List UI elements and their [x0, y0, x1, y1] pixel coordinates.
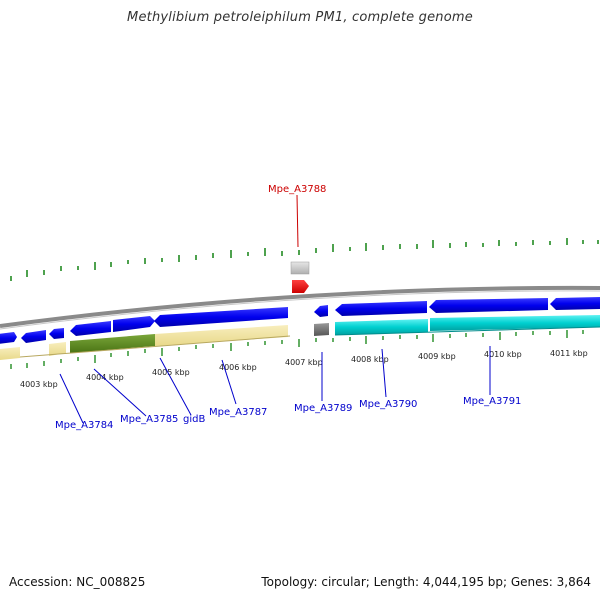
gene-arrow[interactable] — [21, 330, 46, 343]
scale-label: 4006 kbp — [219, 363, 257, 372]
scale-label: 4011 kbp — [550, 349, 588, 358]
gene-arrow[interactable] — [113, 316, 155, 332]
gene-arrow[interactable] — [429, 298, 548, 313]
rna-feature[interactable] — [430, 315, 600, 331]
gidb-feature[interactable] — [70, 334, 155, 353]
gene-label[interactable]: Mpe_A3791 — [463, 396, 521, 407]
gray-feature[interactable] — [314, 323, 329, 336]
scale-label: 4007 kbp — [285, 358, 323, 367]
gene-arrow[interactable] — [70, 321, 111, 336]
rna-feature[interactable] — [335, 319, 428, 335]
scale-label: 4010 kbp — [484, 350, 522, 359]
gene-arrow[interactable] — [0, 332, 17, 344]
gene-label[interactable]: gidB — [183, 414, 205, 425]
gc-skew-ticks — [10, 238, 599, 281]
gene-label[interactable]: Mpe_A3784 — [55, 420, 113, 431]
scale-labels: 4003 kbp 4004 kbp 4005 kbp 4006 kbp 4007… — [20, 349, 588, 389]
gene-arrow[interactable] — [154, 307, 288, 327]
label-leaders — [59, 194, 491, 424]
gene-label[interactable]: Mpe_A3790 — [359, 399, 417, 410]
page-title: Methylibium petroleiphilum PM1, complete… — [127, 10, 473, 25]
highlight-gene-shadow — [290, 261, 310, 275]
gene-arrow[interactable] — [49, 328, 64, 339]
scale-label: 4009 kbp — [418, 352, 456, 361]
genome-summary-text: Topology: circular; Length: 4,044,195 bp… — [261, 575, 591, 589]
scale-label: 4004 kbp — [86, 373, 124, 382]
gene-arrow[interactable] — [314, 305, 328, 317]
forward-strand-genes — [0, 297, 600, 344]
gene-label[interactable]: Mpe_A3787 — [209, 407, 267, 418]
gene-label-highlighted[interactable]: Mpe_A3788 — [268, 184, 326, 195]
gene-arrow[interactable] — [550, 297, 600, 310]
genome-backbone — [0, 285, 600, 328]
scale-label: 4008 kbp — [351, 355, 389, 364]
scale-label: 4005 kbp — [152, 368, 190, 377]
accession-text: Accession: NC_008825 — [9, 575, 146, 589]
feature-track — [0, 315, 600, 360]
gene-arrow[interactable] — [335, 301, 427, 316]
scale-label: 4003 kbp — [20, 380, 58, 389]
gene-labels: Mpe_A3788 Mpe_A3784 Mpe_A3785 gidB Mpe_A… — [55, 184, 521, 431]
gene-label[interactable]: Mpe_A3789 — [294, 403, 352, 414]
gene-label[interactable]: Mpe_A3785 — [120, 414, 178, 425]
highlight-gene-arrow[interactable] — [292, 280, 309, 293]
scale-ticks — [10, 330, 584, 369]
